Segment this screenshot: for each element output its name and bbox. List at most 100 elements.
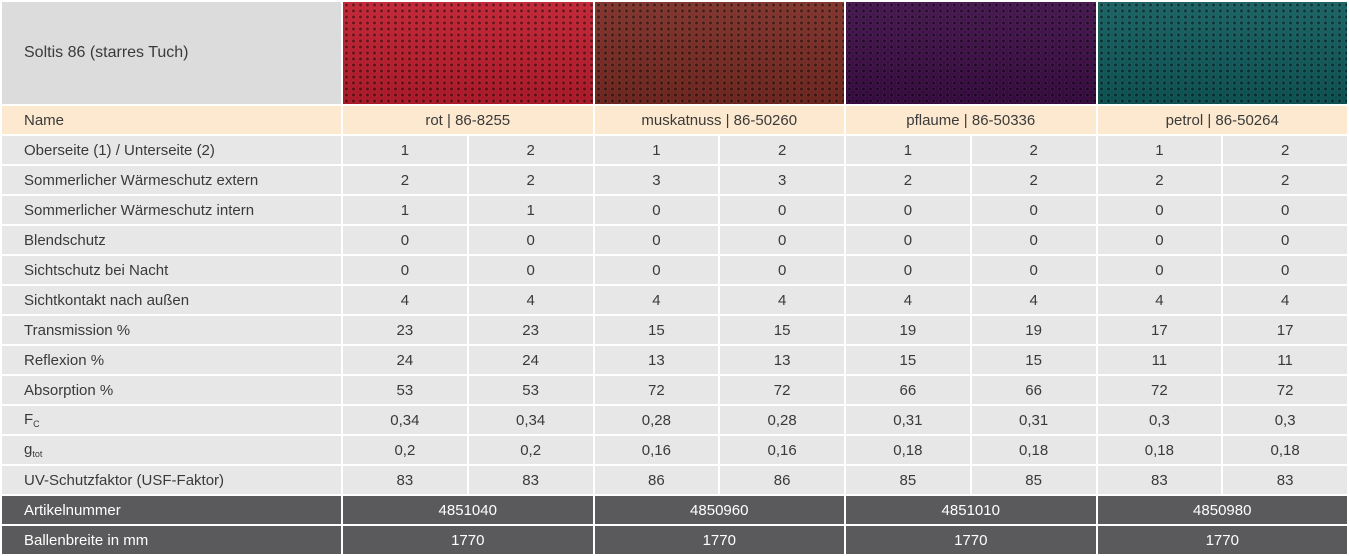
fabric-swatch	[1097, 2, 1347, 104]
value-cell: 0	[846, 196, 970, 224]
value-cell: 1	[343, 196, 467, 224]
value-cell: 0	[594, 226, 719, 254]
value-cell: 11	[1223, 346, 1347, 374]
value-cell: 66	[971, 376, 1096, 404]
value-cell: 0	[720, 226, 844, 254]
footer-value: 1770	[594, 526, 844, 554]
value-cell: 0,18	[1097, 436, 1222, 464]
value-cell: 0	[720, 196, 844, 224]
value-cell: 2	[468, 136, 593, 164]
value-cell: 53	[468, 376, 593, 404]
name-row: Name rot | 86-8255 muskatnuss | 86-50260 pf…	[2, 106, 1347, 134]
value-cell: 0	[1097, 196, 1222, 224]
row-label: Reflexion %	[2, 346, 341, 374]
property-row: Sichtkontakt nach außen 4 4 4 4 4 4 4 4	[2, 286, 1347, 314]
row-label: FC	[2, 406, 341, 434]
value-cell: 0	[594, 256, 719, 284]
value-cell: 0	[1223, 196, 1347, 224]
value-cell: 83	[343, 466, 467, 494]
label-subscript: tot	[32, 449, 43, 459]
value-cell: 15	[720, 316, 844, 344]
value-cell: 1	[468, 196, 593, 224]
value-cell: 11	[1097, 346, 1222, 374]
value-cell: 19	[971, 316, 1096, 344]
value-cell: 19	[846, 316, 970, 344]
value-cell: 0,2	[343, 436, 467, 464]
property-row: Sommerlicher Wärmeschutz intern 1 1 0 0 0 0 0 0	[2, 196, 1347, 224]
value-cell: 4	[720, 286, 844, 314]
value-cell: 0	[971, 256, 1096, 284]
value-cell: 72	[720, 376, 844, 404]
footer-value: 1770	[846, 526, 1096, 554]
fabric-name: petrol | 86-50264	[1097, 106, 1347, 134]
value-cell: 17	[1223, 316, 1347, 344]
fabric-swatch	[594, 2, 844, 104]
value-cell: 0	[846, 226, 970, 254]
property-row: gtot 0,2 0,2 0,16 0,16 0,18 0,18 0,18 0,18	[2, 436, 1347, 464]
property-row: Reflexion % 24 24 13 13 15 15 11 11	[2, 346, 1347, 374]
value-cell: 23	[343, 316, 467, 344]
fabric-swatch	[846, 2, 1096, 104]
label-text: Absorption %	[24, 381, 114, 399]
value-cell: 0	[343, 226, 467, 254]
property-row: Blendschutz 0 0 0 0 0 0 0 0	[2, 226, 1347, 254]
fabric-name: muskatnuss | 86-50260	[594, 106, 844, 134]
property-row: Oberseite (1) / Unterseite (2) 1 2 1 2 1 2 1 2	[2, 136, 1347, 164]
row-label: Sommerlicher Wärmeschutz extern	[2, 166, 341, 194]
value-cell: 0,18	[971, 436, 1096, 464]
value-cell: 0	[971, 226, 1096, 254]
footer-value: 4850980	[1097, 496, 1347, 524]
value-cell: 53	[343, 376, 467, 404]
value-cell: 4	[971, 286, 1096, 314]
row-label: Artikelnummer	[2, 496, 341, 524]
property-row: UV-Schutzfaktor (USF-Faktor) 83 83 86 86 85 85…	[2, 466, 1347, 494]
value-cell: 0	[1223, 256, 1347, 284]
value-cell: 2	[468, 166, 593, 194]
row-label: Oberseite (1) / Unterseite (2)	[2, 136, 341, 164]
value-cell: 13	[594, 346, 719, 374]
value-cell: 0	[468, 226, 593, 254]
value-cell: 83	[468, 466, 593, 494]
value-cell: 72	[594, 376, 719, 404]
value-cell: 83	[1223, 466, 1347, 494]
value-cell: 0	[720, 256, 844, 284]
label-text: Sommerlicher Wärmeschutz intern	[24, 201, 255, 219]
value-cell: 4	[594, 286, 719, 314]
value-cell: 1	[1097, 136, 1222, 164]
value-cell: 0	[1223, 226, 1347, 254]
value-cell: 0	[971, 196, 1096, 224]
value-cell: 2	[720, 136, 844, 164]
footer-value: 4851040	[343, 496, 593, 524]
value-cell: 0	[594, 196, 719, 224]
property-row: Transmission % 23 23 15 15 19 19 17 17	[2, 316, 1347, 344]
table-title: Soltis 86 (starres Tuch)	[2, 2, 341, 104]
value-cell: 0,2	[468, 436, 593, 464]
value-cell: 0,34	[468, 406, 593, 434]
label-text: Transmission %	[24, 321, 131, 339]
label-text: g	[24, 441, 33, 458]
value-cell: 0,31	[846, 406, 970, 434]
footer-value: 1770	[1097, 526, 1347, 554]
value-cell: 23	[468, 316, 593, 344]
value-cell: 2	[343, 166, 467, 194]
value-cell: 2	[1223, 136, 1347, 164]
value-cell: 2	[971, 136, 1096, 164]
label-text: Blendschutz	[24, 231, 106, 249]
row-label: Sommerlicher Wärmeschutz intern	[2, 196, 341, 224]
footer-row: Artikelnummer 4851040 4850960 4851010 485098…	[2, 496, 1347, 524]
value-cell: 4	[1223, 286, 1347, 314]
row-label: Absorption %	[2, 376, 341, 404]
value-cell: 3	[720, 166, 844, 194]
fabric-swatch	[343, 2, 593, 104]
row-label: Sichtkontakt nach außen	[2, 286, 341, 314]
value-cell: 72	[1097, 376, 1222, 404]
row-label: Transmission %	[2, 316, 341, 344]
value-cell: 0	[846, 256, 970, 284]
value-cell: 15	[594, 316, 719, 344]
label-subscript: C	[33, 419, 40, 429]
value-cell: 0,3	[1097, 406, 1222, 434]
value-cell: 0,3	[1223, 406, 1347, 434]
footer-row: Ballenbreite in mm 1770 1770 1770 1770	[2, 526, 1347, 554]
